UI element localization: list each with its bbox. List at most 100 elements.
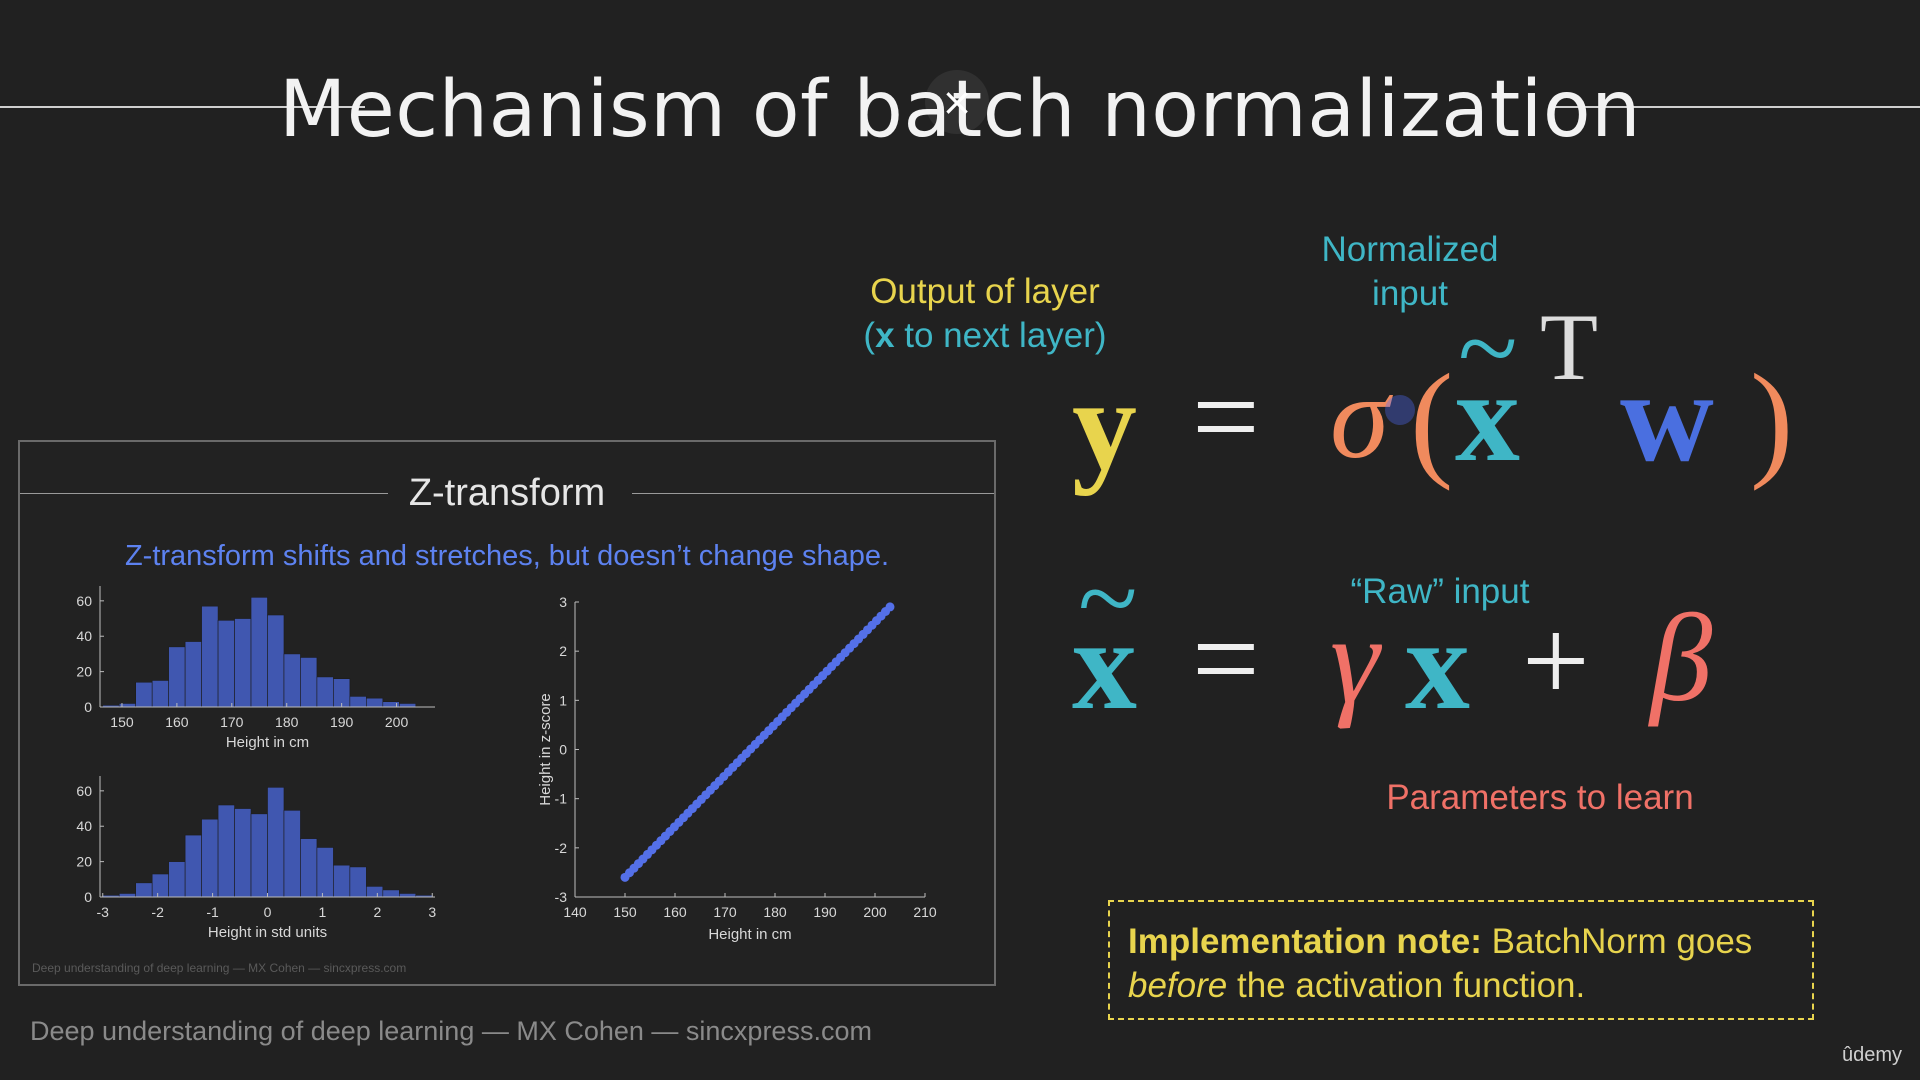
eq1-lparen: ( [1410,348,1454,492]
hist-cm-bar [333,678,351,708]
hist-cm-y-tick-label: 60 [76,593,92,609]
scatter-y-tick-label: -3 [555,889,568,905]
eq1-equals: = [1192,350,1260,483]
impl-note-bold: Implementation note: [1128,922,1482,961]
eq2-plus: + [1522,594,1590,727]
hist-cm-bar [300,657,318,708]
z-rule-left [20,493,388,494]
hist-std-x-label: Height in std units [208,924,327,941]
scatter-x-tick-label: 150 [613,904,637,920]
hist-std-x-tick-label: 0 [264,904,272,920]
hist-std-bar [382,889,400,898]
hist-std-x-tick-label: 2 [373,904,381,920]
histogram-std-chart: 0 20 40 60 -3 -2 -1 0 1 2 3 Height in std units [76,776,436,941]
hist-cm-bar [168,646,186,708]
eq2-equals: = [1192,592,1260,725]
hist-std-x-tick-label: 1 [319,904,327,920]
hist-std-bar [217,804,235,898]
hist-cm-bar [316,676,334,708]
footer-credit: Deep understanding of deep learning — MX… [30,1016,872,1046]
scatter-x-tick-label: 190 [813,904,837,920]
scatter-y-tick-label: -1 [555,791,568,807]
hist-cm-bar [267,614,285,708]
hist-cm-bar [151,680,169,708]
hist-cm-bar [234,618,252,708]
impl-note-rest2: the activation function. [1227,966,1586,1005]
hist-std-bar [333,864,351,898]
eq1-rparen: ) [1750,348,1794,492]
hist-std-bar [349,866,367,898]
hist-std-x-tick-label: 3 [428,904,436,920]
hist-cm-x-tick-label: 160 [165,714,189,730]
hist-std-bar [118,893,136,898]
hist-std-bar [234,808,252,898]
hist-std-x-tick-label: -1 [206,904,219,920]
impl-note-rest1: BatchNorm goes [1481,922,1753,961]
hist-std-bar [366,886,384,898]
hist-cm-x-tick-label: 150 [110,714,134,730]
hist-std-bar [316,847,334,898]
hist-cm-x-tick-label: 170 [220,714,244,730]
hist-cm-bar [283,653,301,708]
hist-cm-y-tick-label: 20 [76,664,92,680]
eq1-sigma: σ [1330,350,1390,483]
scatter-y-label: Height in z-score [537,693,554,806]
scatter-y-tick-label: 2 [559,643,567,659]
hist-std-bar [168,861,186,898]
hist-std-y-tick-label: 60 [76,783,92,799]
eq1-tilde: ~ [1458,287,1518,409]
hist-cm-bar [217,620,235,708]
label-output-line1: Output of layer [870,272,1100,311]
hist-std-bar [399,893,417,898]
eq1-w: w [1620,345,1714,489]
label-output-x: x [875,316,895,355]
hist-std-y-tick-label: 40 [76,818,92,834]
scatter-point [885,602,895,612]
label-output-of-layer: Output of layer (x to next layer) [835,270,1135,358]
scatter-x-tick-label: 200 [863,904,887,920]
hist-std-bar [250,813,268,898]
z-rule-right [632,493,994,494]
label-parameters: Parameters to learn [1386,778,1694,817]
hist-std-y-tick-label: 20 [76,854,92,870]
hist-std-bar [184,834,202,898]
scatter-x-label: Height in cm [708,926,791,943]
scatter-x-tick-label: 210 [913,904,937,920]
udemy-logo: ûdemy [1842,1044,1903,1066]
scatter-x-tick-label: 170 [713,904,737,920]
label-output-line2: (x to next layer) [835,314,1135,358]
eq2-x: x [1072,593,1137,737]
hist-std-bar [135,882,153,898]
eq1-x: x [1455,345,1520,489]
label-raw-input: “Raw” input [1350,572,1530,611]
scatter-zscore-chart: -3 -2 -1 0 1 2 3 140 150 160 170 180 190 200 210 Height… [537,594,937,943]
hist-cm-bar [366,697,384,708]
scatter-x-tick-label: 140 [563,904,587,920]
label-normalized-input: Normalized input [1270,228,1550,316]
hist-std-bar [283,810,301,898]
hist-cm-x-tick-label: 190 [330,714,354,730]
eq2-tilde: ~ [1078,537,1138,659]
z-panel-credit: Deep understanding of deep learning — MX… [32,961,407,975]
slide-title: Mechanism of batch normalization [278,65,1642,155]
close-icon[interactable]: × [925,70,989,134]
label-output-rest: to next layer) [894,316,1107,355]
eq1-transpose: T [1540,294,1599,400]
hist-std-x-tick-label: -3 [97,904,110,920]
z-transform-title: Z-transform [408,472,606,514]
hist-cm-bar [184,641,202,708]
label-normalized-line2: input [1372,274,1448,313]
eq2-x-raw: x [1405,593,1470,737]
hist-cm-y-tick-label: 0 [84,699,92,715]
implementation-note: Implementation note: BatchNorm goes befo… [1108,900,1814,1020]
histogram-cm-chart: 0 20 40 60 150 160 170 180 190 200 Height in cm [76,586,435,751]
hist-cm-bar [250,597,268,708]
scatter-y-tick-label: 0 [559,742,567,758]
hist-std-bar [267,787,285,898]
hist-std-bar [201,818,219,898]
hist-cm-y-tick-label: 40 [76,628,92,644]
hist-std-y-tick-label: 0 [84,889,92,905]
scatter-y-tick-label: -2 [555,840,568,856]
scatter-x-tick-label: 180 [763,904,787,920]
eq1-y: y [1072,353,1137,497]
